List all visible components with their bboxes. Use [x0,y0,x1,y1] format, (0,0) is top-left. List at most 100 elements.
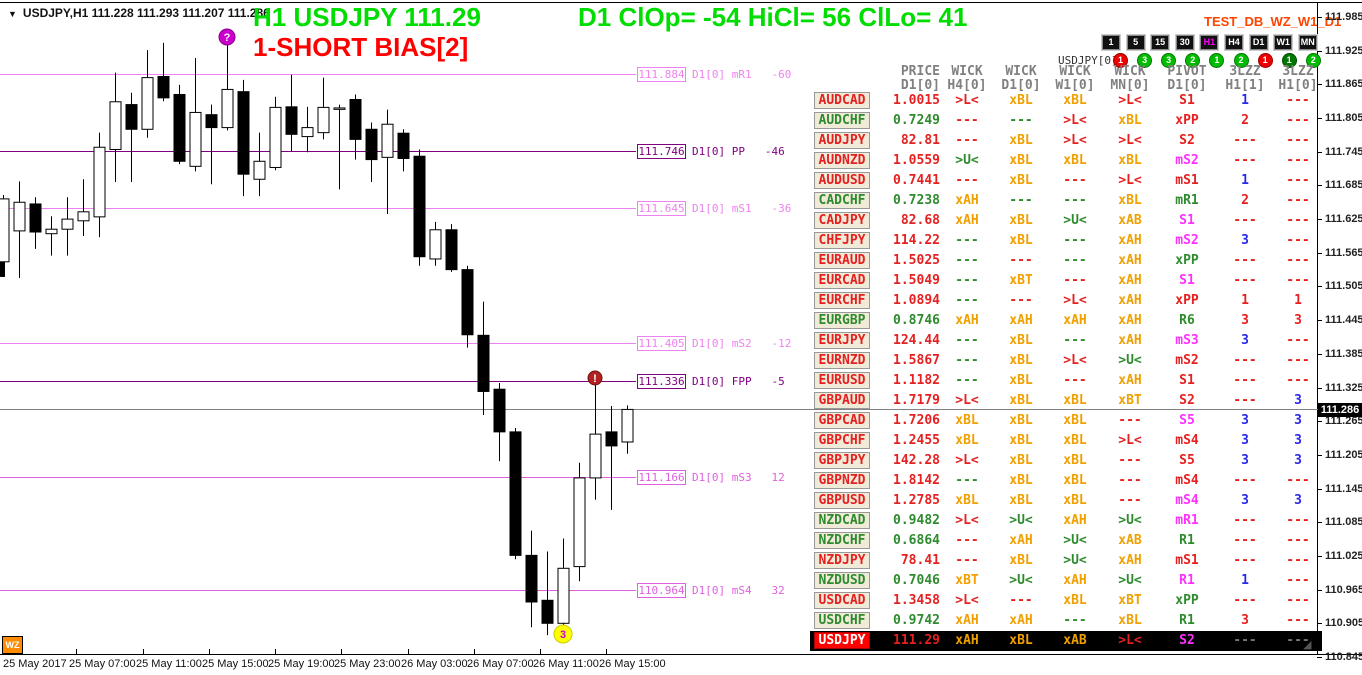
alert-marker[interactable] [587,370,603,386]
symbol-label-eurcad[interactable]: EURCAD [813,272,871,289]
symbol-label-nzdusd[interactable]: NZDUSD [813,572,871,589]
symbol-label-nzdjpy[interactable]: NZDJPY [813,552,871,569]
symbol-label-cadjpy[interactable]: CADJPY [813,212,871,229]
symbol-label-nzdcad[interactable]: NZDCAD [813,512,871,529]
table-row-audcad: AUDCAD 1.0015 >L< xBL xBL >L< S1 1 --- [810,91,1322,111]
timeframe-button-30[interactable]: 30 [1175,35,1194,50]
pivot-price-label: 110.964 [637,583,686,598]
value-cell: mS1 [1175,553,1199,568]
signal-circle-2: 3 [1137,53,1153,68]
symbol-label-euraud[interactable]: EURAUD [813,252,871,269]
value-cell: --- [1233,273,1257,288]
column-header: PRICE [900,64,940,79]
table-row-gbpnzd: GBPNZD 1.8142 --- xBL xBL --- mS4 --- --- [810,471,1322,491]
symbol-cell: AUDJPY [810,131,874,151]
symbol-label-gbpusd[interactable]: GBPUSD [813,492,871,509]
symbol-label-gbpcad[interactable]: GBPCAD [813,412,871,429]
symbol-label-audchf[interactable]: AUDCHF [813,112,871,129]
symbol-label-chfjpy[interactable]: CHFJPY [813,232,871,249]
value-cell: xAH [955,613,979,628]
value-cell: R1 [1179,613,1195,628]
symbol-label-gbpjpy[interactable]: GBPJPY [813,452,871,469]
table-row-eurusd: EURUSD 1.1182 --- xBL --- xAH S1 --- --- [810,371,1322,391]
column-header: 3LZZ [1282,64,1314,79]
value-cell: --- [1233,153,1257,168]
candle-19 [285,74,298,152]
value-cell: --- [1233,553,1257,568]
timeframe-button-h4[interactable]: H4 [1225,35,1243,50]
pivot-desc-label: D1[0] mS1 -36 [692,202,792,215]
symbol-label-audusd[interactable]: AUDUSD [813,172,871,189]
symbol-label-eurusd[interactable]: EURUSD [813,372,871,389]
timeframe-button-h1[interactable]: H1 [1200,35,1219,50]
value-cell: >U< [1118,513,1142,528]
symbol-label-eurchf[interactable]: EURCHF [813,292,871,309]
symbol-label-gbpchf[interactable]: GBPCHF [813,432,871,449]
timeframe-button-mn[interactable]: MN [1298,35,1317,50]
timeframe-button-1[interactable]: 1 [1102,35,1120,50]
scroll-to-end-icon[interactable]: ◢ [1303,639,1312,651]
symbol-label-audcad[interactable]: AUDCAD [813,92,871,109]
chart-symbol-title[interactable]: ▼ USDJPY,H1 111.228 111.293 111.207 111.2… [8,6,270,20]
question-marker[interactable] [218,28,236,46]
column-subheader: H1[0] [1278,78,1318,93]
value-cell: xBL [1009,353,1033,368]
time-axis-label: 26 May 15:00 [599,658,666,670]
candle-body-bull [429,229,442,260]
signal-circle-1: 1 [1113,53,1128,68]
candle-body-bear [477,334,490,392]
symbol-label-gbpaud[interactable]: GBPAUD [813,392,871,409]
candle-body-bear [29,203,42,233]
time-axis-label: 26 May 11:00 [533,658,599,670]
symbol-label-eurjpy[interactable]: EURJPY [813,332,871,349]
table-row-nzdusd: NZDUSD 0.7046 xBT >U< xAH >U< R1 1 --- [810,571,1322,591]
timeframe-button-w1[interactable]: W1 [1274,35,1293,50]
value-cell: >U< [1118,573,1142,588]
value-cell: mS1 [1175,173,1199,188]
signal-row-label: USDJPY[0] [1058,54,1118,67]
value-cell: >L< [1063,353,1087,368]
symbol-label-gbpnzd[interactable]: GBPNZD [813,472,871,489]
value-cell: mS2 [1175,353,1199,368]
candle-body-bull [253,160,266,180]
timeframe-button-15[interactable]: 15 [1151,35,1170,50]
symbol-label-audnzd[interactable]: AUDNZD [813,152,871,169]
value-cell: xAH [1118,553,1142,568]
price-cell: 0.8746 [893,313,940,328]
candle-15 [221,41,234,131]
candle-body-bull [221,88,234,129]
price-scale-label: 111.925 [1325,45,1362,57]
symbol-cell: NZDUSD [810,571,874,591]
timeframe-button-d1[interactable]: D1 [1249,35,1268,50]
count-3-marker-glyph: 3 [560,629,566,641]
value-cell: 2 [1241,193,1249,208]
symbol-label-cadchf[interactable]: CADCHF [813,192,871,209]
candle-9 [125,92,138,183]
value-cell: 1 [1241,293,1249,308]
symbol-label-nzdchf[interactable]: NZDCHF [813,532,871,549]
value-cell: xBL [1009,433,1033,448]
table-row-usdchf: USDCHF 0.9742 xAH xAH --- xBL R1 3 --- [810,611,1322,631]
candle-body-bear [205,114,218,129]
symbol-label-usdjpy[interactable]: USDJPY [813,632,871,649]
candle-3 [29,197,42,249]
value-cell: mS3 [1175,333,1199,348]
value-cell: --- [1009,253,1033,268]
candle-16 [237,79,250,197]
value-cell: --- [1009,193,1033,208]
pivot-desc-label: D1[0] PP -46 [692,145,785,158]
price-scale-label: 111.805 [1325,112,1362,124]
candle-body-bull [45,228,58,235]
price-cell: 111.29 [893,633,940,648]
timeframe-button-5[interactable]: 5 [1126,35,1145,50]
wz-badge-button[interactable]: WZ [2,636,23,654]
value-cell: xBL [1063,473,1087,488]
symbol-label-eurnzd[interactable]: EURNZD [813,352,871,369]
symbol-label-usdcad[interactable]: USDCAD [813,592,871,609]
symbol-label-audjpy[interactable]: AUDJPY [813,132,871,149]
value-cell: xBL [1063,93,1087,108]
symbol-label-usdchf[interactable]: USDCHF [813,612,871,629]
symbol-label-eurgbp[interactable]: EURGBP [813,312,871,329]
count-3-marker[interactable] [553,624,573,644]
